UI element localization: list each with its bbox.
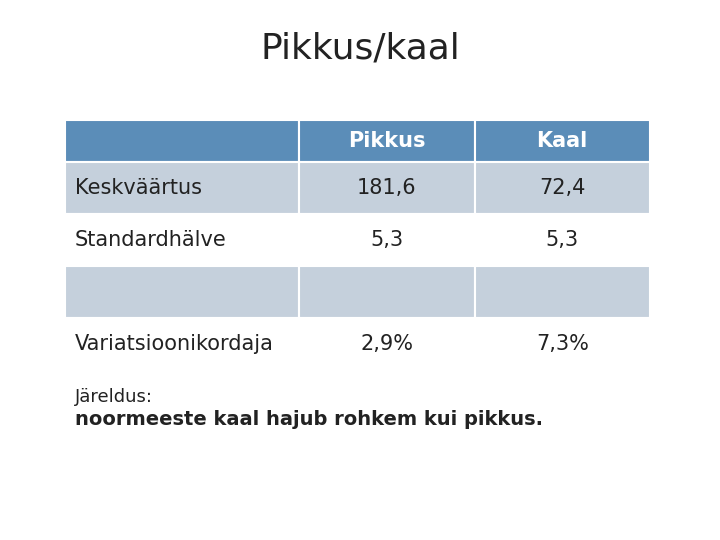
FancyBboxPatch shape (474, 266, 650, 318)
Text: 5,3: 5,3 (546, 230, 579, 250)
FancyBboxPatch shape (65, 318, 299, 370)
Text: Pikkus/kaal: Pikkus/kaal (260, 31, 460, 65)
FancyBboxPatch shape (65, 266, 299, 318)
FancyBboxPatch shape (65, 120, 299, 162)
FancyBboxPatch shape (299, 162, 474, 214)
FancyBboxPatch shape (65, 162, 299, 214)
FancyBboxPatch shape (474, 120, 650, 162)
Text: noormeeste kaal hajub rohkem kui pikkus.: noormeeste kaal hajub rohkem kui pikkus. (75, 410, 543, 429)
Text: Järeldus:: Järeldus: (75, 388, 153, 406)
FancyBboxPatch shape (299, 318, 474, 370)
Text: Keskväärtus: Keskväärtus (75, 178, 202, 198)
Text: Variatsioonikordaja: Variatsioonikordaja (75, 334, 274, 354)
Text: 72,4: 72,4 (539, 178, 585, 198)
FancyBboxPatch shape (474, 318, 650, 370)
FancyBboxPatch shape (65, 214, 299, 266)
Text: Pikkus: Pikkus (348, 131, 426, 151)
Text: 2,9%: 2,9% (360, 334, 413, 354)
Text: 181,6: 181,6 (357, 178, 417, 198)
FancyBboxPatch shape (299, 266, 474, 318)
FancyBboxPatch shape (299, 214, 474, 266)
Text: Standardhälve: Standardhälve (75, 230, 227, 250)
FancyBboxPatch shape (474, 162, 650, 214)
Text: 5,3: 5,3 (370, 230, 403, 250)
Text: Kaal: Kaal (536, 131, 588, 151)
Text: 7,3%: 7,3% (536, 334, 589, 354)
FancyBboxPatch shape (299, 120, 474, 162)
FancyBboxPatch shape (474, 214, 650, 266)
